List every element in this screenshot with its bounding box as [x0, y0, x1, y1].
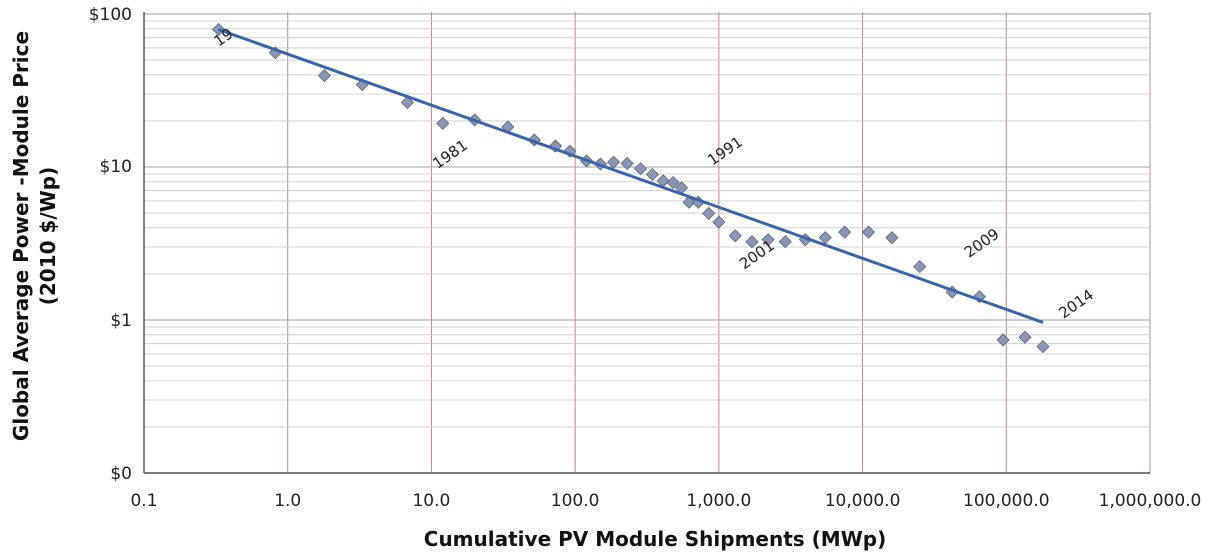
data-point: [633, 162, 648, 176]
data-point: [913, 260, 927, 274]
trendline: [218, 28, 1044, 324]
data-point: [996, 333, 1010, 347]
x-tick-label: 1,000.0: [686, 491, 751, 511]
data-point: [317, 69, 331, 83]
data-point: [861, 225, 876, 239]
y-tick-labels: $0 $1 $10 $100: [89, 5, 132, 484]
x-tick-label: 10,000.0: [825, 491, 901, 511]
y-axis-title-line-1: Global Average Power -Module Price: [9, 31, 33, 441]
data-point: [620, 156, 634, 170]
x-tick-label: 100,000.0: [963, 491, 1050, 511]
x-axis-title: Cumulative PV Module Shipments (MWp): [424, 527, 886, 551]
data-point: [666, 175, 680, 190]
data-point: [761, 233, 775, 247]
data-point: [702, 206, 716, 220]
x-tick-label: 1.0: [274, 491, 301, 511]
y-tick-label: $0: [110, 464, 132, 484]
x-tick-labels: 0.1 1.0 10.0 100.0 1,000.0 10,000.0 100,000.0 1…: [130, 491, 1201, 511]
data-point: [436, 116, 450, 130]
x-tick-label: 0.1: [130, 491, 157, 511]
x-tick-label: 100.0: [551, 491, 600, 511]
x-tick-label: 1,000,000.0: [1099, 491, 1202, 511]
y-tick-label: $10: [100, 157, 132, 177]
data-point: [838, 225, 852, 239]
y-tick-label: $1: [110, 311, 132, 331]
data-point: [728, 229, 742, 243]
data-point: [1018, 330, 1032, 344]
data-point: [645, 167, 660, 182]
y-axis-title-line-2: (2010 $/Wp): [36, 167, 60, 306]
trendline-line: [218, 28, 1044, 324]
y-axis-title: Global Average Power -Module Price (2010…: [9, 31, 60, 441]
axes: [143, 12, 1150, 474]
data-point: [778, 235, 792, 249]
y-tick-label: $100: [89, 5, 132, 25]
data-point: [745, 235, 759, 249]
data-point: [606, 155, 621, 169]
x-tick-label: 10.0: [412, 491, 450, 511]
data-point: [712, 215, 726, 229]
data-point: [1036, 340, 1050, 354]
data-point: [400, 95, 414, 110]
data-point: [885, 231, 899, 245]
